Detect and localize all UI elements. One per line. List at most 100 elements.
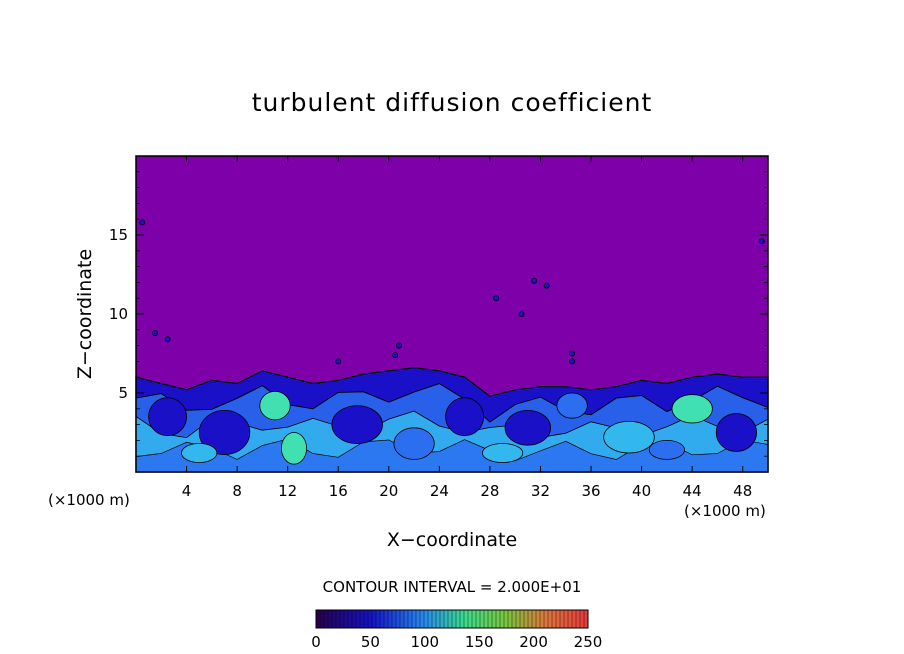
- colorbar-segment: [463, 609, 469, 629]
- eddy: [331, 405, 383, 445]
- colorbar-segment: [363, 609, 369, 629]
- colorbar-segment: [519, 609, 525, 629]
- x-tick-label: 8: [232, 482, 242, 500]
- colorbar-segment: [387, 609, 393, 629]
- eddy: [603, 421, 655, 454]
- isolated-eddy: [531, 277, 538, 284]
- x-tick-label: 24: [430, 482, 449, 500]
- colorbar-segment: [439, 609, 445, 629]
- x-tick-label: 36: [581, 482, 600, 500]
- colorbar-segment: [347, 609, 353, 629]
- colorbar-tick-label: 0: [311, 633, 321, 651]
- colorbar-segment: [499, 609, 505, 629]
- colorbar-segment: [399, 609, 405, 629]
- x-tick-label: 28: [480, 482, 499, 500]
- colorbar-segment: [535, 609, 541, 629]
- x-unit-right: (×1000 m): [684, 502, 766, 520]
- colorbar-tick-label: 200: [519, 633, 548, 651]
- x-tick-label: 12: [278, 482, 297, 500]
- y-tick-label: 10: [109, 305, 128, 323]
- colorbar-segment: [355, 609, 361, 629]
- colorbar-segment: [383, 609, 389, 629]
- colorbar-segment: [375, 609, 381, 629]
- chart-title: turbulent diffusion coefficient: [252, 88, 653, 117]
- colorbar-segment: [575, 609, 581, 629]
- colorbar-segment: [367, 609, 373, 629]
- colorbar-segment: [407, 609, 413, 629]
- eddy: [556, 392, 588, 419]
- colorbar-segment: [511, 609, 517, 629]
- colorbar-segment: [331, 609, 337, 629]
- eddy: [148, 397, 188, 437]
- colorbar-segment: [531, 609, 537, 629]
- isolated-eddy: [164, 336, 171, 343]
- colorbar-segment: [431, 609, 437, 629]
- colorbar-segment: [411, 609, 417, 629]
- isolated-eddy: [151, 329, 158, 336]
- colorbar-segment: [527, 609, 533, 629]
- turbulence-field: [135, 219, 769, 473]
- colorbar-tick-label: 50: [361, 633, 380, 651]
- colorbar-tick-label: 250: [574, 633, 603, 651]
- colorbar-tick-label: 100: [410, 633, 439, 651]
- y-axis-ticks: 5 10 15: [109, 171, 768, 457]
- colorbar-segment: [479, 609, 485, 629]
- x-tick-label: 48: [733, 482, 752, 500]
- colorbar-segment: [415, 609, 421, 629]
- colorbar-segment: [487, 609, 493, 629]
- isolated-eddy: [392, 352, 399, 359]
- eddy: [259, 390, 291, 421]
- colorbar-segment: [555, 609, 561, 629]
- colorbar-segment: [543, 609, 549, 629]
- eddy: [280, 432, 307, 465]
- colorbar-segment: [371, 609, 377, 629]
- eddy: [181, 443, 218, 463]
- x-tick-label: 16: [329, 482, 348, 500]
- colorbar-segment: [419, 609, 425, 629]
- colorbar-segment: [571, 609, 577, 629]
- eddy: [198, 409, 251, 455]
- isolated-eddy: [518, 310, 525, 317]
- isolated-eddy: [758, 238, 765, 245]
- colorbar-segment: [423, 609, 429, 629]
- x-unit-left: (×1000 m): [48, 491, 130, 509]
- y-tick-label: 15: [109, 226, 128, 244]
- colorbar-segment: [483, 609, 489, 629]
- colorbar-segment: [327, 609, 333, 629]
- colorbar-segment: [403, 609, 409, 629]
- colorbar-segment: [547, 609, 553, 629]
- contour-interval-label: CONTOUR INTERVAL = 2.000E+01: [323, 578, 582, 596]
- y-axis-label: Z−coordinate: [74, 249, 96, 379]
- colorbar-frame: [315, 609, 589, 629]
- colorbar-segment: [451, 609, 457, 629]
- colorbar-segment: [323, 609, 329, 629]
- colorbar-segment: [567, 609, 573, 629]
- colorbar-tick-label: 150: [465, 633, 494, 651]
- eddy: [648, 439, 686, 460]
- isolated-eddy: [543, 282, 550, 289]
- colorbar-segment: [315, 609, 321, 629]
- y-tick-label: 5: [118, 384, 128, 402]
- isolated-eddy: [335, 358, 342, 365]
- eddy: [504, 409, 551, 446]
- x-tick-label: 32: [531, 482, 550, 500]
- colorbar-segment: [447, 609, 453, 629]
- x-tick-label: 20: [379, 482, 398, 500]
- colorbar-segment: [319, 609, 325, 629]
- colorbar-segment: [467, 609, 473, 629]
- colorbar-segment: [471, 609, 477, 629]
- colorbar-segment: [443, 609, 449, 629]
- colorbar-segment: [475, 609, 481, 629]
- eddy: [481, 443, 524, 463]
- eddy: [715, 413, 758, 452]
- isolated-eddy: [139, 219, 146, 226]
- colorbar-segment: [579, 609, 585, 629]
- colorbar-segment: [379, 609, 385, 629]
- eddy: [671, 394, 713, 424]
- isolated-eddy: [493, 295, 500, 302]
- colorbar-segment: [495, 609, 501, 629]
- colorbar-segment: [503, 609, 509, 629]
- colorbar-segment: [459, 609, 465, 629]
